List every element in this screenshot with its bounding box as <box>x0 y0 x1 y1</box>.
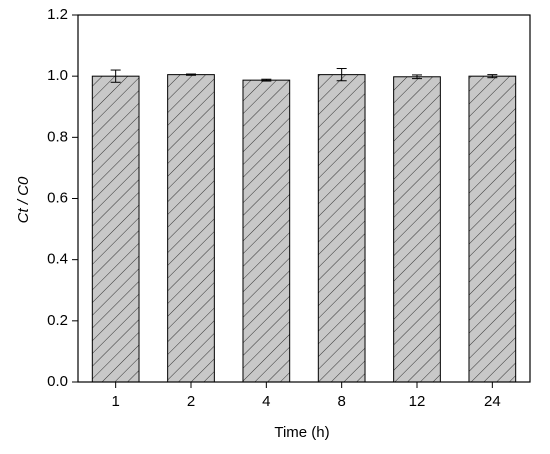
x-tick-label: 2 <box>187 393 195 410</box>
x-tick-label: 8 <box>337 393 345 410</box>
y-tick-label: 0.2 <box>47 312 68 329</box>
y-tick-label: 0.6 <box>47 189 68 206</box>
bar <box>393 76 441 383</box>
y-tick-label: 1.0 <box>47 67 68 84</box>
y-axis-label: Ct / C0 <box>15 176 32 223</box>
y-tick-label: 0.0 <box>47 373 68 390</box>
x-tick-label: 4 <box>262 393 270 410</box>
x-axis-label: Time (h) <box>274 424 329 441</box>
y-tick-label: 0.4 <box>47 251 68 268</box>
bar <box>167 74 215 383</box>
y-tick-label: 0.8 <box>47 128 68 145</box>
y-tick-label: 1.2 <box>47 6 68 23</box>
bar <box>242 79 291 383</box>
bar <box>468 75 517 383</box>
x-tick-label: 12 <box>409 393 426 410</box>
plot-frame <box>77 14 531 383</box>
x-tick-label: 24 <box>484 393 501 410</box>
bar <box>91 75 140 383</box>
bar <box>317 74 366 383</box>
x-tick-label: 1 <box>111 393 119 410</box>
